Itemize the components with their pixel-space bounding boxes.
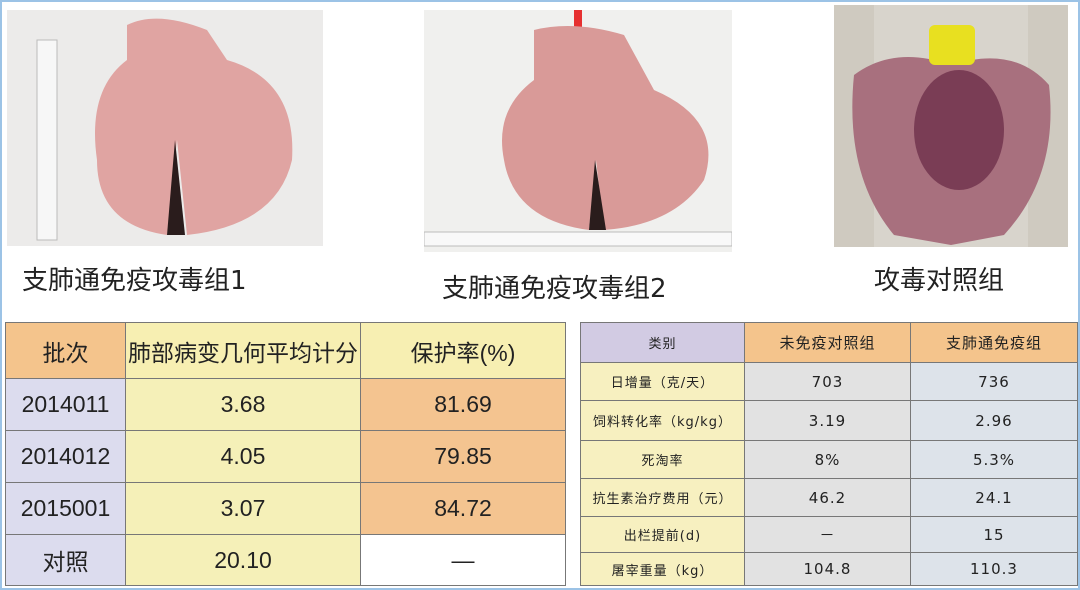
row: 死淘率 8% 5.3% — [580, 440, 1078, 479]
row: 2014012 4.05 79.85 — [5, 430, 566, 483]
header-row: 批次 肺部病变几何平均计分 保护率(%) — [5, 322, 566, 379]
cell: 死淘率 — [580, 440, 745, 479]
photo — [424, 10, 732, 252]
cell: 支肺通免疫组 — [910, 322, 1078, 363]
cell: 肺部病变几何平均计分 — [125, 322, 361, 379]
cell: 5.3% — [910, 440, 1078, 479]
cell: 4.05 — [125, 430, 361, 483]
cell: 2.96 — [910, 400, 1078, 441]
cell: 2014011 — [5, 378, 126, 431]
cell: 抗生素治疗费用（元） — [580, 478, 745, 517]
cell: 出栏提前(d) — [580, 516, 745, 553]
row: 2015001 3.07 84.72 — [5, 482, 566, 535]
cell: 2014012 — [5, 430, 126, 483]
cell: 110.3 — [910, 552, 1078, 586]
cell: 3.68 — [125, 378, 361, 431]
cell: 3.19 — [744, 400, 911, 441]
cell: 日增量（克/天） — [580, 362, 745, 401]
cell: 类别 — [580, 322, 745, 363]
cell: 对照 — [5, 534, 126, 586]
header-row: 类别 未免疫对照组 支肺通免疫组 — [580, 322, 1078, 363]
cell: 104.8 — [744, 552, 911, 586]
cell: — — [360, 534, 566, 586]
table-performance: 类别 未免疫对照组 支肺通免疫组 日增量（克/天） 703 736 饲料转化率（kg/kg）… — [580, 322, 1078, 586]
cell: 8% — [744, 440, 911, 479]
row: 抗生素治疗费用（元） 46.2 24.1 — [580, 478, 1078, 517]
cell: 81.69 — [360, 378, 566, 431]
cell: 84.72 — [360, 482, 566, 535]
cell: 屠宰重量（kg） — [580, 552, 745, 586]
caption: 支肺通免疫攻毒组1 — [22, 266, 247, 296]
cell: 批次 — [5, 322, 126, 379]
row: 屠宰重量（kg） 104.8 110.3 — [580, 552, 1078, 586]
row: 2014011 3.68 81.69 — [5, 378, 566, 431]
cell: 保护率(%) — [360, 322, 566, 379]
cell: 736 — [910, 362, 1078, 401]
cell: 15 — [910, 516, 1078, 553]
cell: 703 — [744, 362, 911, 401]
cell: 46.2 — [744, 478, 911, 517]
photo — [834, 5, 1068, 247]
cell: 20.10 — [125, 534, 361, 586]
table-lesion: 批次 肺部病变几何平均计分 保护率(%) 2014011 3.68 81.69 201401… — [5, 322, 566, 586]
cell: 24.1 — [910, 478, 1078, 517]
cell: － — [744, 516, 911, 553]
cell: 79.85 — [360, 430, 566, 483]
cell: 2015001 — [5, 482, 126, 535]
row: 对照 20.10— — [5, 534, 566, 586]
row: 日增量（克/天） 703 736 — [580, 362, 1078, 401]
row: 饲料转化率（kg/kg） 3.19 2.96 — [580, 400, 1078, 441]
cell: 饲料转化率（kg/kg） — [580, 400, 745, 441]
row: 出栏提前(d) － 15 — [580, 516, 1078, 553]
cell: 未免疫对照组 — [744, 322, 911, 363]
photo — [7, 10, 323, 246]
caption: 支肺通免疫攻毒组2 — [442, 274, 667, 304]
cell: 3.07 — [125, 482, 361, 535]
caption: 攻毒对照组 — [874, 266, 1005, 296]
